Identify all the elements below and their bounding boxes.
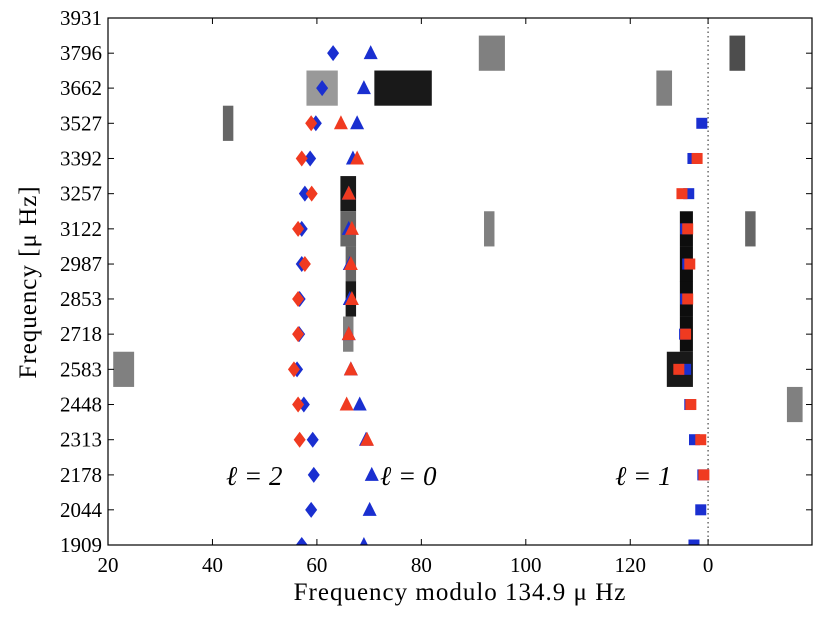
y-tick-label: 3257 bbox=[60, 182, 102, 206]
marker-square bbox=[691, 152, 703, 164]
marker-triangle bbox=[362, 501, 377, 516]
y-tick-label: 2178 bbox=[60, 463, 102, 487]
marker-triangle bbox=[360, 431, 375, 446]
x-tick-label: 100 bbox=[510, 553, 542, 577]
marker-diamond bbox=[327, 45, 340, 62]
y-tick-label: 3392 bbox=[60, 146, 102, 170]
marker-triangle bbox=[341, 185, 356, 200]
annotation: ℓ = 2 bbox=[226, 461, 282, 491]
marker-triangle bbox=[343, 361, 358, 376]
marker-diamond bbox=[307, 466, 320, 483]
annotation: ℓ = 1 bbox=[615, 461, 671, 491]
marker-diamond bbox=[293, 431, 306, 448]
y-tick-label: 2718 bbox=[60, 322, 102, 346]
marker-square bbox=[682, 293, 694, 305]
marker-diamond bbox=[304, 150, 317, 167]
marker-triangle bbox=[363, 45, 378, 60]
marker-triangle bbox=[350, 150, 365, 165]
power-band bbox=[786, 386, 803, 423]
power-band bbox=[374, 70, 432, 106]
y-tick-label: 3662 bbox=[60, 76, 102, 100]
x-tick-label: 20 bbox=[98, 553, 119, 577]
x-tick-label: 80 bbox=[411, 553, 432, 577]
marker-diamond bbox=[287, 361, 300, 378]
y-tick-label: 2987 bbox=[60, 252, 102, 276]
marker-diamond bbox=[292, 396, 305, 413]
y-axis-label: Frequency [μ Hz] bbox=[15, 185, 42, 378]
marker-diamond bbox=[292, 290, 305, 307]
marker-square bbox=[688, 539, 700, 545]
marker-diamond bbox=[295, 537, 308, 545]
marker-triangle bbox=[341, 326, 356, 341]
marker-square bbox=[698, 469, 710, 481]
marker-square bbox=[696, 117, 708, 129]
marker-square bbox=[685, 399, 697, 411]
marker-diamond bbox=[316, 80, 329, 97]
marker-diamond bbox=[298, 185, 311, 202]
marker-triangle bbox=[356, 80, 371, 95]
x-tick-label: 120 bbox=[615, 553, 647, 577]
power-band bbox=[745, 211, 756, 247]
marker-square bbox=[695, 434, 707, 446]
x-axis-label: Frequency modulo 134.9 μ Hz bbox=[294, 579, 627, 606]
marker-triangle bbox=[343, 256, 358, 271]
marker-triangle bbox=[344, 220, 359, 235]
x-tick-label: 60 bbox=[306, 553, 327, 577]
marker-diamond bbox=[292, 220, 305, 237]
marker-diamond bbox=[295, 150, 308, 167]
x-tick-label: 0 bbox=[703, 553, 714, 577]
marker-triangle bbox=[352, 396, 367, 411]
y-tick-label: 3527 bbox=[60, 111, 102, 135]
marker-triangle bbox=[333, 115, 348, 130]
marker-square bbox=[680, 328, 692, 340]
marker-square bbox=[695, 504, 707, 516]
marker-diamond bbox=[292, 326, 305, 343]
marker-square bbox=[682, 223, 694, 235]
y-tick-label: 1909 bbox=[60, 533, 102, 557]
marker-diamond bbox=[306, 431, 319, 448]
power-band bbox=[729, 35, 746, 71]
marker-triangle bbox=[350, 115, 365, 130]
y-tick-label: 2448 bbox=[60, 393, 102, 417]
power-band bbox=[222, 105, 234, 141]
marker-diamond bbox=[305, 115, 318, 132]
y-tick-label: 2313 bbox=[60, 428, 102, 452]
y-tick-label: 3796 bbox=[60, 41, 102, 65]
marker-diamond bbox=[298, 256, 311, 273]
plot-frame bbox=[107, 17, 813, 546]
power-band bbox=[656, 70, 673, 106]
x-tick-label: 40 bbox=[202, 553, 223, 577]
power-band bbox=[478, 35, 505, 71]
y-tick-label: 2044 bbox=[60, 498, 103, 522]
marker-square bbox=[676, 188, 688, 200]
marker-diamond bbox=[305, 501, 318, 518]
power-band bbox=[484, 211, 495, 247]
marker-diamond bbox=[305, 185, 318, 202]
marker-triangle bbox=[359, 537, 368, 545]
y-tick-label: 3122 bbox=[60, 217, 102, 241]
power-band bbox=[113, 351, 135, 387]
marker-triangle bbox=[364, 466, 379, 481]
annotation: ℓ = 0 bbox=[380, 461, 437, 491]
y-tick-label: 3931 bbox=[60, 6, 102, 30]
y-tick-label: 2583 bbox=[60, 357, 102, 381]
plot-area bbox=[113, 18, 803, 545]
marker-triangle bbox=[339, 396, 354, 411]
y-tick-label: 2853 bbox=[60, 287, 102, 311]
marker-square bbox=[684, 258, 696, 270]
marker-square bbox=[673, 363, 685, 375]
marker-triangle bbox=[344, 290, 359, 305]
